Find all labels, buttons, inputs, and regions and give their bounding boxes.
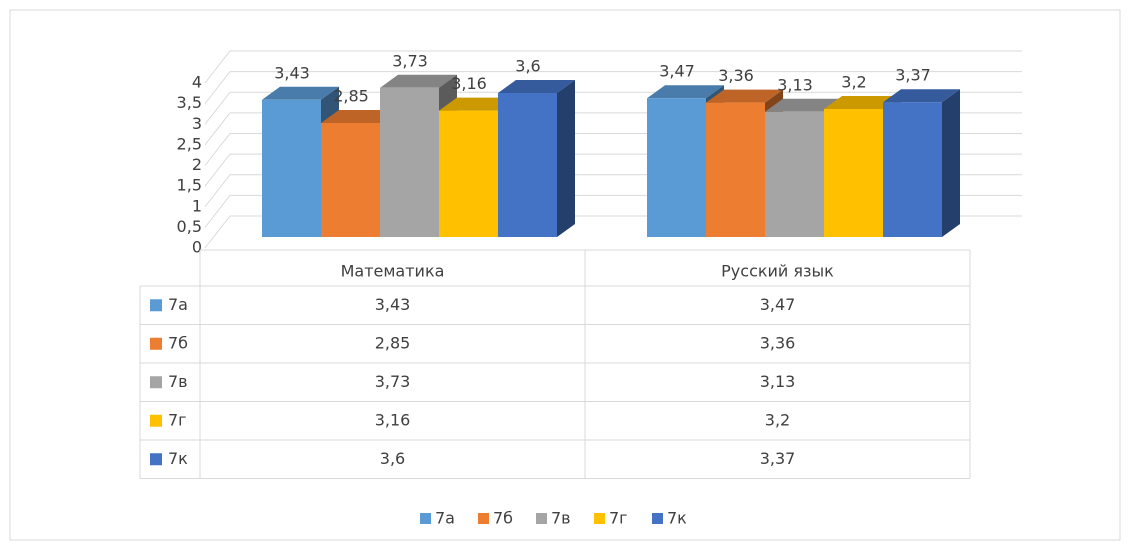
table-cell: 2,85 — [375, 333, 411, 352]
bar-top — [647, 85, 724, 99]
data-label: 3,13 — [777, 75, 813, 94]
y-tick-label: 3,5 — [177, 93, 202, 112]
bar — [647, 98, 706, 237]
y-tick-label: 0,5 — [177, 217, 202, 236]
data-label: 3,16 — [451, 74, 487, 93]
table-cell: 3,73 — [375, 372, 411, 391]
bar — [706, 102, 765, 237]
bar — [439, 110, 498, 237]
legend-label: 7б — [493, 509, 513, 528]
data-label: 3,6 — [515, 57, 540, 76]
grid-line — [204, 50, 1022, 84]
table-cell: 3,13 — [760, 372, 796, 391]
bar — [824, 109, 883, 237]
table-cell: 3,43 — [375, 295, 411, 314]
data-label: 2,85 — [333, 87, 369, 106]
y-tick-label: 4 — [192, 73, 202, 92]
legend-key — [478, 513, 489, 524]
bar — [262, 99, 321, 237]
bar-side — [557, 80, 575, 237]
data-label: 3,37 — [895, 66, 931, 85]
bar-top — [883, 89, 960, 103]
legend-label: 7а — [435, 509, 455, 528]
data-label: 3,36 — [718, 66, 754, 85]
legend-key — [652, 513, 663, 524]
bar — [883, 102, 942, 237]
table-cell: 3,36 — [760, 333, 796, 352]
table-cell: 3,37 — [760, 449, 796, 468]
legend-key — [594, 513, 605, 524]
y-tick-label: 1 — [192, 196, 202, 215]
y-tick-label: 1,5 — [177, 176, 202, 195]
data-label: 3,43 — [274, 63, 310, 82]
bar — [380, 87, 439, 237]
table-row-label: 7а — [168, 295, 188, 314]
legend-key — [536, 513, 547, 524]
table-cell: 3,16 — [375, 410, 411, 429]
y-tick-label: 2 — [192, 155, 202, 174]
table-cell: 3,47 — [760, 295, 796, 314]
table-legend-key — [150, 337, 162, 350]
table-legend-key — [150, 453, 162, 466]
table-legend-key — [150, 376, 162, 389]
legend-label: 7в — [551, 509, 571, 528]
legend-label: 7к — [667, 509, 687, 528]
data-label: 3,73 — [392, 51, 428, 70]
data-label: 3,2 — [841, 73, 866, 92]
bar — [321, 123, 380, 237]
bar-top — [765, 98, 842, 112]
table-row-label: 7к — [168, 449, 188, 468]
table-row-label: 7б — [168, 333, 188, 352]
bar-top — [439, 97, 516, 111]
bar — [498, 93, 557, 237]
y-tick-label: 0 — [192, 238, 202, 257]
bar-top — [262, 86, 339, 100]
bar-side — [942, 89, 960, 237]
table-legend-key — [150, 299, 162, 312]
table-row-label: 7г — [168, 410, 187, 429]
table-header: Русский язык — [721, 262, 834, 281]
table-cell: 3,6 — [380, 449, 405, 468]
y-tick-label: 2,5 — [177, 134, 202, 153]
bar-top — [706, 89, 783, 103]
data-label: 3,47 — [659, 62, 695, 81]
table-cell: 3,2 — [765, 410, 790, 429]
table-legend-key — [150, 414, 162, 427]
bar-top — [321, 110, 398, 123]
bar-top — [380, 74, 457, 88]
grid-line — [204, 71, 1022, 104]
legend-label: 7г — [609, 509, 628, 528]
bar-top — [824, 96, 901, 109]
table-row-label: 7в — [168, 372, 188, 391]
bar-top — [498, 80, 575, 93]
table-header: Математика — [341, 262, 445, 281]
legend-key — [420, 513, 431, 524]
y-tick-label: 3 — [192, 114, 202, 133]
bar — [765, 111, 824, 237]
